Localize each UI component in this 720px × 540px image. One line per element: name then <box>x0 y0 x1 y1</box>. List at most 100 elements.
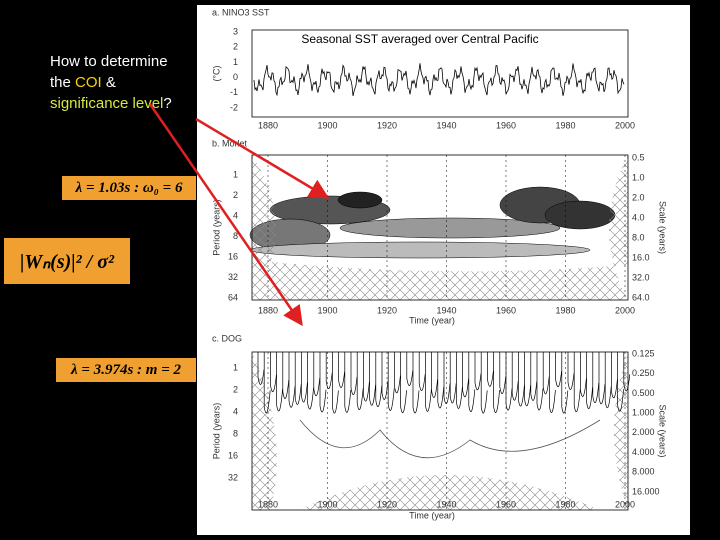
x-axis-label: Time (year) <box>409 315 455 325</box>
question-line: How to determine <box>50 53 168 70</box>
formula: λ = 3.974s : m = 2 <box>56 358 196 382</box>
x-tick-label: 1900 <box>317 305 337 315</box>
decor-shape <box>544 200 616 230</box>
decor-shape <box>313 352 321 397</box>
y-tick-label: 1 <box>233 169 238 179</box>
x-tick-label: 2000 <box>615 499 635 509</box>
x-axis-label: Time (year) <box>409 510 455 520</box>
decor-shape <box>252 352 628 510</box>
y2-tick-label: 4.0 <box>632 212 645 222</box>
formula: |Wₙ(s)|² / σ² <box>4 238 130 284</box>
question: How to determine the COI & significance … <box>50 51 172 114</box>
decor-shape <box>263 352 271 414</box>
x-tick-label: 1920 <box>377 499 397 509</box>
x-tick-label: 2000 <box>615 305 635 315</box>
decor-shape <box>356 352 364 410</box>
y-tick-label: 16 <box>228 450 238 460</box>
decor-shape <box>549 352 556 413</box>
y-tick-label: 3 <box>233 26 238 36</box>
x-tick-label: 1920 <box>377 120 397 130</box>
decor-shape <box>468 352 476 413</box>
x-tick-label: 1980 <box>555 499 575 509</box>
decor-shape <box>253 63 625 97</box>
y2-axis-label: Scale (years) <box>658 404 668 457</box>
question-line: the COI & <box>50 72 172 93</box>
decor-shape <box>325 352 333 390</box>
decor-shape <box>474 352 482 391</box>
x-tick-label: 1960 <box>496 120 516 130</box>
y2-tick-label: 8.000 <box>632 467 655 477</box>
decor-shape <box>344 352 352 413</box>
y-tick-label: 2 <box>233 42 238 52</box>
x-tick-label: 1940 <box>436 305 456 315</box>
decor-shape <box>462 352 469 398</box>
y-tick-label: 8 <box>233 428 238 438</box>
y-tick-label: -1 <box>230 87 238 97</box>
panel-title: c. DOG <box>212 333 242 343</box>
y-tick-label: 2 <box>233 190 238 200</box>
y-tick-label: 1 <box>233 57 238 67</box>
x-tick-label: 1980 <box>555 305 575 315</box>
decor-shape <box>580 352 587 397</box>
decor-shape <box>499 352 507 394</box>
word: the <box>50 74 71 91</box>
decor-shape <box>400 352 407 414</box>
decor-shape <box>456 352 463 409</box>
arrow <box>148 103 303 327</box>
x-tick-label: 1900 <box>317 120 337 130</box>
decor-shape <box>276 352 283 412</box>
decor-shape <box>530 352 538 401</box>
coi: COI <box>75 74 102 91</box>
decor-shape <box>425 352 432 412</box>
decor-shape <box>623 352 631 392</box>
decor-shape <box>337 191 383 209</box>
decor-shape <box>437 352 445 409</box>
decor-shape <box>332 352 339 414</box>
x-tick-label: 1980 <box>555 120 575 130</box>
decor-shape <box>561 352 569 414</box>
y2-tick-label: 32.0 <box>632 272 650 282</box>
decor-shape <box>487 352 494 387</box>
decor-shape <box>339 217 561 239</box>
decor-shape <box>524 352 531 407</box>
decor-shape <box>249 241 591 259</box>
decor-shape <box>567 352 575 390</box>
decor-shape <box>381 352 389 400</box>
y-tick-label: 16 <box>228 251 238 261</box>
word: ? <box>163 95 172 112</box>
y-tick-label: 4 <box>233 406 238 416</box>
x-tick-label: 1880 <box>258 499 278 509</box>
y-tick-label: 32 <box>228 272 238 282</box>
y2-tick-label: 0.125 <box>632 348 655 358</box>
x-tick-label: 1920 <box>377 305 397 315</box>
decor-shape <box>252 155 628 300</box>
decor-shape <box>611 352 618 399</box>
decor-shape <box>573 352 581 413</box>
decor-shape <box>394 352 401 394</box>
decor-shape <box>536 352 544 411</box>
decor-shape <box>319 352 327 413</box>
y2-tick-label: 0.250 <box>632 368 655 378</box>
decor-shape <box>294 352 302 405</box>
y2-tick-label: 64.0 <box>632 292 650 302</box>
question-line: significance level? <box>50 93 172 114</box>
decor-shape <box>412 352 420 414</box>
y-tick-label: -2 <box>230 102 238 112</box>
decor-shape <box>307 352 314 410</box>
decor-shape <box>387 352 395 411</box>
decor-shape <box>592 352 600 404</box>
y2-tick-label: 16.000 <box>632 486 660 496</box>
x-tick-label: 1960 <box>496 305 516 315</box>
decor-shape <box>493 352 500 413</box>
decor-shape <box>369 352 376 406</box>
y2-tick-label: 0.500 <box>632 388 655 398</box>
decor-shape <box>299 419 601 459</box>
x-tick-label: 2000 <box>615 120 635 130</box>
decor-shape <box>375 352 383 407</box>
y2-tick-label: 0.5 <box>632 152 645 162</box>
y2-tick-label: 16.0 <box>632 252 650 262</box>
y-axis-label: Period (years) <box>211 403 221 460</box>
decor-shape <box>480 352 488 414</box>
